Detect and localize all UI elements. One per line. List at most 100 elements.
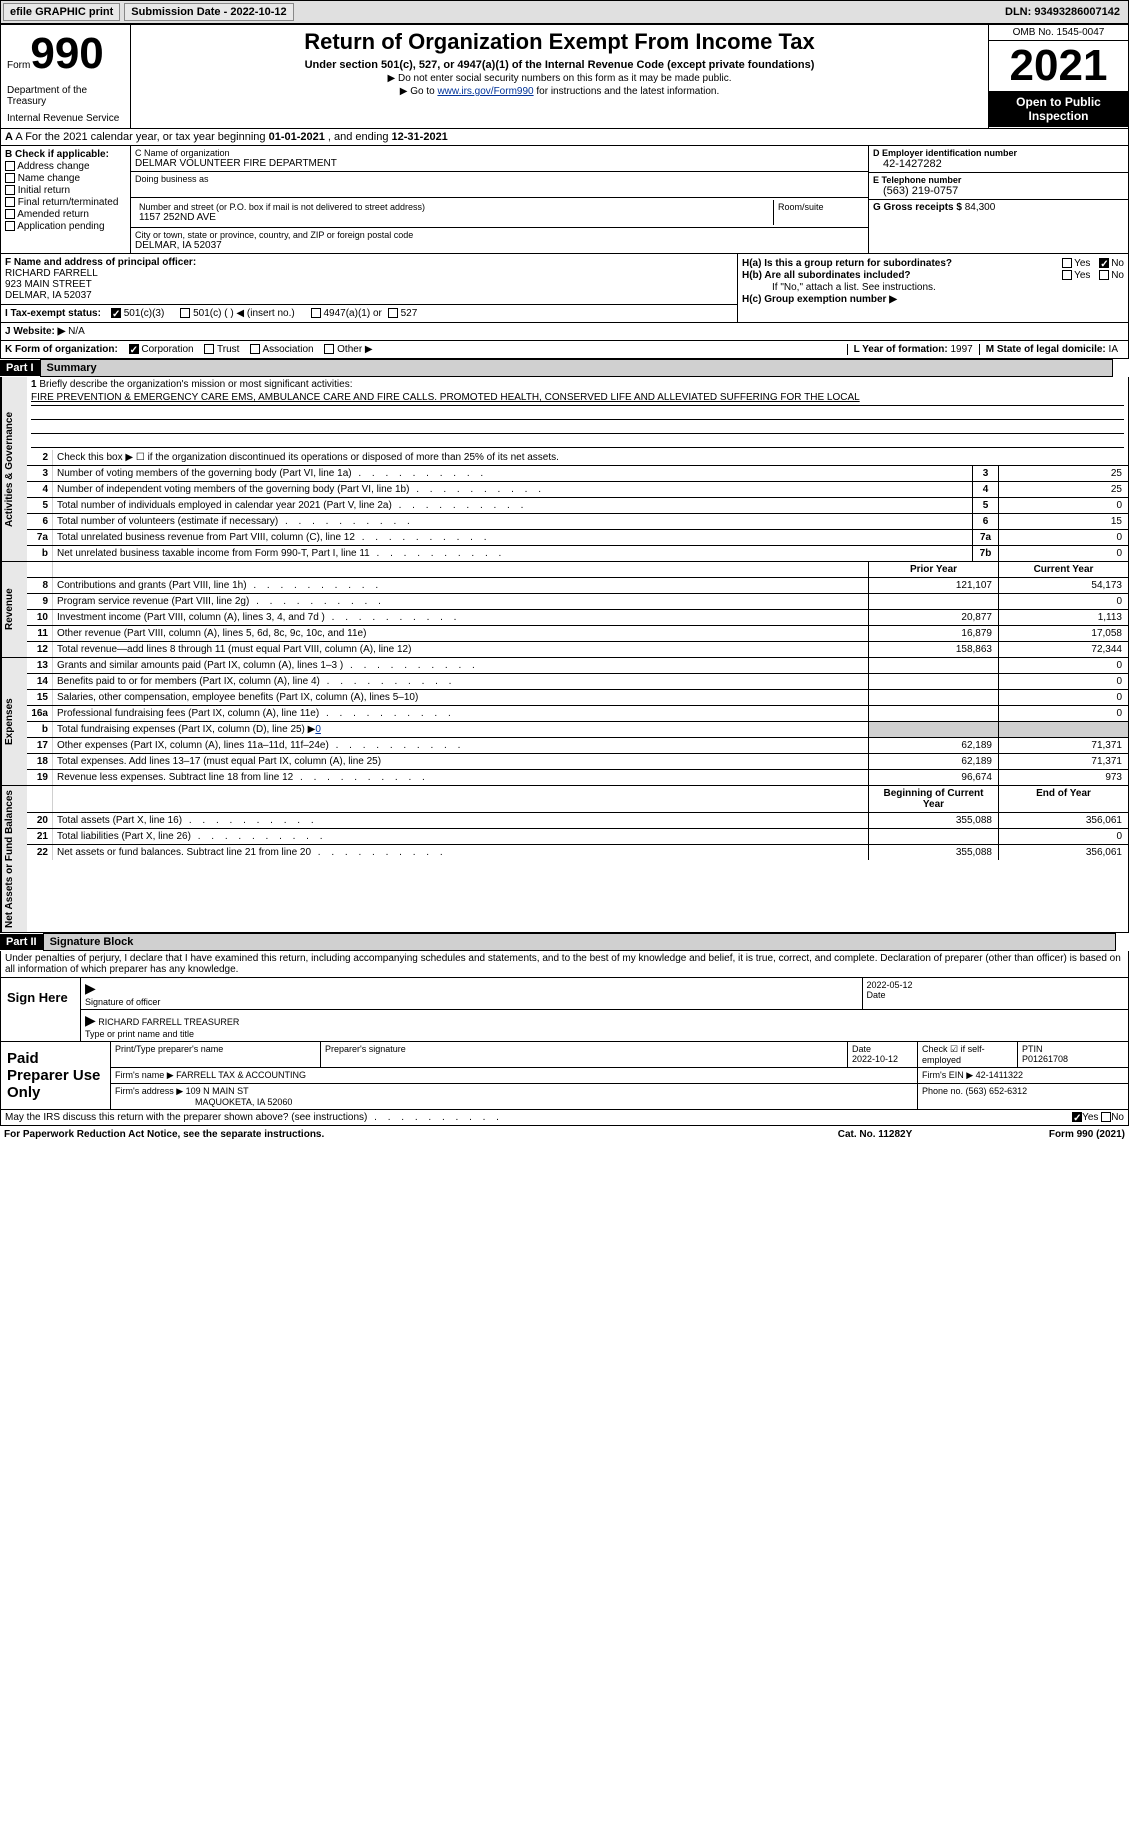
sig-date-value: 2022-05-12 — [867, 980, 913, 990]
header-left: Form990 Department of the Treasury Inter… — [1, 25, 131, 128]
officer-label: F Name and address of principal officer: — [5, 257, 733, 268]
col-b: B Check if applicable: Address change Na… — [1, 146, 131, 253]
form-rev: Form 990 (2021) — [975, 1129, 1125, 1140]
officer-name: RICHARD FARRELL — [5, 268, 733, 279]
website: N/A — [68, 326, 85, 337]
k-corp[interactable]: ✓ — [129, 344, 139, 354]
col-c: C Name of organizationDELMAR VOLUNTEER F… — [131, 146, 868, 253]
part1-gov: Activities & Governance 1 Briefly descri… — [0, 377, 1129, 562]
tax-527[interactable]: 527 — [388, 308, 417, 319]
col-h: H(a) Is this a group return for subordin… — [738, 254, 1128, 322]
prep-name-label: Print/Type preparer's name — [111, 1042, 321, 1067]
firm-phone: Phone no. (563) 652-6312 — [918, 1084, 1128, 1109]
firm-ein: Firm's EIN ▶ 42-1411322 — [918, 1068, 1128, 1083]
firm-addr: Firm's address ▶ 109 N MAIN STMAQUOKETA,… — [111, 1084, 918, 1109]
submission-date-value: 2022-10-12 — [230, 6, 286, 18]
line-5: 5Total number of individuals employed in… — [27, 498, 1128, 514]
dba-label: Doing business as — [135, 174, 864, 184]
top-bar: efile GRAPHIC print Submission Date - 20… — [0, 0, 1129, 24]
check-amended[interactable]: Amended return — [5, 209, 126, 220]
k-assoc[interactable] — [250, 344, 260, 354]
prep-sig-label: Preparer's signature — [321, 1042, 848, 1067]
tax-501c[interactable]: 501(c) ( ) ◀ (insert no.) — [180, 308, 294, 319]
prep-self-emp[interactable]: Check ☑ if self-employed — [918, 1042, 1018, 1067]
tax-4947[interactable]: 4947(a)(1) or — [311, 308, 382, 319]
part1-exp: Expenses 13Grants and similar amounts pa… — [0, 658, 1129, 786]
dln-value: 93493286007142 — [1034, 6, 1120, 18]
line-21: 21Total liabilities (Part X, line 26)0 — [27, 829, 1128, 845]
ha-yes[interactable] — [1062, 258, 1072, 268]
line-16a: 16aProfessional fundraising fees (Part I… — [27, 706, 1128, 722]
part1-net: Net Assets or Fund Balances Beginning of… — [0, 786, 1129, 933]
sign-here-block: Sign Here ▶ Signature of officer 2022-05-… — [0, 978, 1129, 1042]
line-7a: 7aTotal unrelated business revenue from … — [27, 530, 1128, 546]
submission-date-text: Submission Date - — [131, 6, 230, 18]
h-c: H(c) Group exemption number ▶ — [742, 294, 1124, 305]
line-1: 1 Briefly describe the organization's mi… — [27, 377, 1128, 450]
form-sub3: ▶ Go to www.irs.gov/Form990 for instruct… — [135, 86, 984, 97]
tax-501c3[interactable]: ✓ 501(c)(3) — [111, 308, 164, 319]
check-initial-return[interactable]: Initial return — [5, 185, 126, 196]
addr-label: Number and street (or P.O. box if mail i… — [139, 202, 769, 212]
declaration: Under penalties of perjury, I declare th… — [0, 951, 1129, 978]
omb-number: OMB No. 1545-0047 — [989, 25, 1128, 41]
city-label: City or town, state or province, country… — [135, 230, 864, 240]
row-m: M State of legal domicile: IA — [979, 344, 1124, 355]
part1-header: Part ISummary — [0, 359, 1129, 377]
k-trust[interactable] — [204, 344, 214, 354]
sign-here-label: Sign Here — [1, 978, 81, 1041]
irs: Internal Revenue Service — [7, 113, 124, 124]
side-activities: Activities & Governance — [1, 377, 27, 561]
side-netassets: Net Assets or Fund Balances — [1, 786, 27, 932]
k-other[interactable] — [324, 344, 334, 354]
ha-no[interactable]: ✓ — [1099, 258, 1109, 268]
hb-no[interactable] — [1099, 270, 1109, 280]
discuss-yes[interactable]: ✓ — [1072, 1112, 1082, 1122]
efile-print-button[interactable]: efile GRAPHIC print — [3, 3, 120, 21]
gross-label: G Gross receipts $ — [873, 202, 965, 213]
line-2: 2Check this box ▶ ☐ if the organization … — [27, 450, 1128, 466]
check-name-change[interactable]: Name change — [5, 173, 126, 184]
line-3: 3Number of voting members of the governi… — [27, 466, 1128, 482]
dln-label: DLN: — [1005, 6, 1034, 18]
sig-date-label: Date — [867, 990, 886, 1000]
sig-officer-label: Signature of officer — [85, 997, 160, 1007]
arrow-icon: ▶ — [85, 1012, 96, 1028]
discuss-no[interactable] — [1101, 1112, 1111, 1122]
line-7b: bNet unrelated business taxable income f… — [27, 546, 1128, 561]
ein-label: D Employer identification number — [873, 148, 1124, 158]
officer-city: DELMAR, IA 52037 — [5, 290, 733, 301]
city: DELMAR, IA 52037 — [135, 240, 864, 251]
header-mid: Return of Organization Exempt From Incom… — [131, 25, 988, 128]
line-9: 9Program service revenue (Part VIII, lin… — [27, 594, 1128, 610]
check-address-change[interactable]: Address change — [5, 161, 126, 172]
info-row2: F Name and address of principal officer:… — [0, 254, 1129, 323]
submission-date-button[interactable]: Submission Date - 2022-10-12 — [124, 3, 293, 21]
h-b: H(b) Are all subordinates included?Yes N… — [742, 270, 1124, 281]
rev-header: Prior YearCurrent Year — [27, 562, 1128, 578]
h-a: H(a) Is this a group return for subordin… — [742, 258, 1124, 269]
check-final-return[interactable]: Final return/terminated — [5, 197, 126, 208]
row-i-label: I Tax-exempt status: — [5, 308, 101, 319]
h-note: If "No," attach a list. See instructions… — [742, 282, 1124, 293]
tax-year: 2021 — [989, 41, 1128, 91]
header-right: OMB No. 1545-0047 2021 Open to Public In… — [988, 25, 1128, 128]
side-expenses: Expenses — [1, 658, 27, 785]
addr: 1157 252ND AVE — [139, 212, 769, 223]
form-sub1: Under section 501(c), 527, or 4947(a)(1)… — [135, 59, 984, 71]
line-10: 10Investment income (Part VIII, column (… — [27, 610, 1128, 626]
hb-yes[interactable] — [1062, 270, 1072, 280]
line-13: 13Grants and similar amounts paid (Part … — [27, 658, 1128, 674]
irs-link[interactable]: www.irs.gov/Form990 — [437, 86, 533, 97]
mission-text: FIRE PREVENTION & EMERGENCY CARE EMS, AM… — [31, 390, 1124, 406]
prep-date: Date2022-10-12 — [848, 1042, 918, 1067]
cat-no: Cat. No. 11282Y — [775, 1129, 975, 1140]
open-to-public: Open to Public Inspection — [989, 91, 1128, 127]
line-19: 19Revenue less expenses. Subtract line 1… — [27, 770, 1128, 785]
form-sub2: ▶ Do not enter social security numbers o… — [135, 73, 984, 84]
check-application-pending[interactable]: Application pending — [5, 221, 126, 232]
paid-preparer-label: Paid Preparer Use Only — [1, 1042, 111, 1109]
part2-header: Part IISignature Block — [0, 933, 1129, 951]
room-label: Room/suite — [778, 202, 860, 212]
footer: For Paperwork Reduction Act Notice, see … — [0, 1126, 1129, 1143]
